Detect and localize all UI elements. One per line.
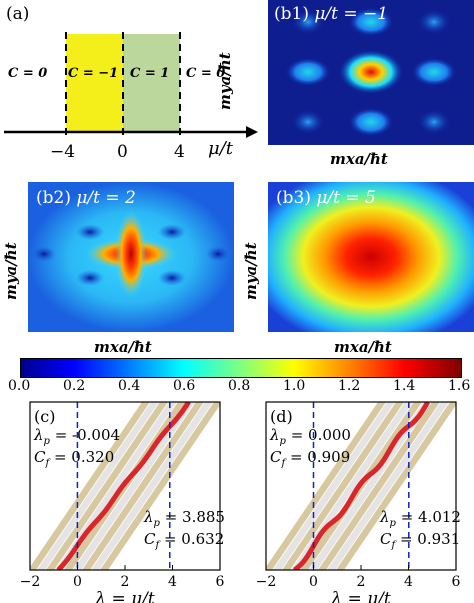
heatmap-b3-tag: (b3) μ/t = 5	[276, 188, 376, 208]
tick-four: 4	[174, 142, 185, 162]
band	[327, 402, 449, 570]
colorbar-gradient	[20, 358, 462, 378]
chern-label-3: C = 1	[130, 66, 170, 81]
band	[91, 402, 213, 570]
band	[82, 402, 204, 570]
heatmap-b2-formula: μ/t = 2	[76, 188, 136, 208]
annotation: λp = 4.012	[379, 508, 461, 529]
x-tick-label: 6	[452, 574, 461, 590]
x-tick-label: 4	[404, 574, 413, 590]
heatmap-b2-tag: (b2) μ/t = 2	[36, 188, 136, 208]
heatmap-b1-formula: μ/t = −1	[314, 4, 389, 24]
x-tick-label: 2	[121, 574, 130, 590]
heatmap-b1-image	[268, 0, 474, 145]
band	[282, 402, 404, 570]
x-tick-label: 4	[168, 574, 177, 590]
x-tick-label: −2	[256, 574, 277, 590]
panel-a-axis-label: μ/t	[208, 138, 233, 159]
colorbar-tick-label: 1.2	[338, 378, 361, 394]
band	[266, 402, 386, 570]
annotation: λp = 3.885	[143, 508, 225, 529]
band	[309, 402, 431, 570]
annotation: Cf = 0.632	[144, 530, 224, 551]
heatmap-b3: (b3) μ/t = 5 mxa/ħt	[268, 182, 474, 362]
region-c-one	[123, 34, 180, 132]
x-tick-label: 6	[216, 574, 225, 590]
heatmap-b3-image	[268, 182, 474, 332]
plot-tag: (c)	[34, 407, 55, 426]
heatmap-b2-ylabel: mya/ħt	[2, 242, 20, 300]
heatmap-b1: (b1) μ/t = −1 mxa/ħt	[268, 0, 474, 175]
heatmap-b1-ylabel: mya/ħt	[216, 52, 234, 110]
plot-tag: (d)	[270, 407, 293, 426]
band	[46, 402, 168, 570]
colorbar-tick-label: 0.6	[173, 378, 196, 394]
x-tick-label: −2	[20, 574, 41, 590]
band	[37, 402, 159, 570]
colorbar-tick-label: 0.2	[63, 378, 86, 394]
chern-label-1: C = 0	[8, 66, 48, 81]
annotation: Cf = 0.909	[270, 448, 350, 469]
tick-minus-four: −4	[50, 142, 76, 162]
heatmap-b3-xlabel: mxa/ħt	[334, 338, 392, 356]
fidelity-curve	[56, 402, 191, 570]
x-tick-label: 0	[309, 574, 318, 590]
tick-zero: 0	[117, 142, 128, 162]
x-tick-label: 0	[73, 574, 82, 590]
heatmap-b2-image	[28, 182, 234, 332]
colorbar-tick-label: 0.8	[228, 378, 251, 394]
panel-a-tag: (a)	[6, 4, 30, 24]
region-c-minus-one	[66, 34, 123, 132]
chern-label-2: C = −1	[68, 66, 119, 81]
band	[100, 402, 220, 570]
band	[55, 402, 177, 570]
heatmap-b2-xlabel: mxa/ħt	[94, 338, 152, 356]
panel-a: (a) C = 0 C = −1 C = 1 C = 0 −4 0 4 μ/t	[0, 0, 260, 175]
band	[291, 402, 413, 570]
heatmap-b2: (b2) μ/t = 2 mxa/ħt	[28, 182, 234, 362]
chern-label-4: C = 0	[186, 66, 226, 81]
band	[73, 402, 195, 570]
panel-a-axes	[4, 32, 258, 138]
x-tick-label: 2	[357, 574, 366, 590]
band	[273, 402, 395, 570]
heatmap-b3-ylabel: mya/ħt	[242, 242, 260, 300]
heatmap-b1-xlabel: mxa/ħt	[330, 150, 388, 168]
annotation: λp = -0.004	[33, 426, 120, 447]
colorbar-tick-label: 1.4	[393, 378, 416, 394]
band	[30, 402, 150, 570]
colorbar-tick-label: 1.6	[448, 378, 471, 394]
colorbar-tick-label: 0.4	[118, 378, 141, 394]
annotation: λp = 0.000	[269, 426, 351, 447]
heatmap-b1-tag: (b1) μ/t = −1	[274, 4, 389, 24]
annotation: Cf = 0.931	[380, 530, 460, 551]
x-axis-label: λ = μ/t	[94, 589, 155, 603]
colorbar-tick-label: 0.0	[8, 378, 31, 394]
fidelity-curve	[292, 402, 430, 570]
annotation: Cf = 0.320	[34, 448, 114, 469]
band	[336, 402, 456, 570]
heatmap-b3-formula: μ/t = 5	[316, 188, 376, 208]
colorbar: 0.0 0.2 0.4 0.6 0.8 1.0 1.2 1.4 1.6	[8, 358, 470, 402]
x-axis-label: λ = μ/t	[330, 589, 391, 603]
colorbar-tick-label: 1.0	[283, 378, 306, 394]
